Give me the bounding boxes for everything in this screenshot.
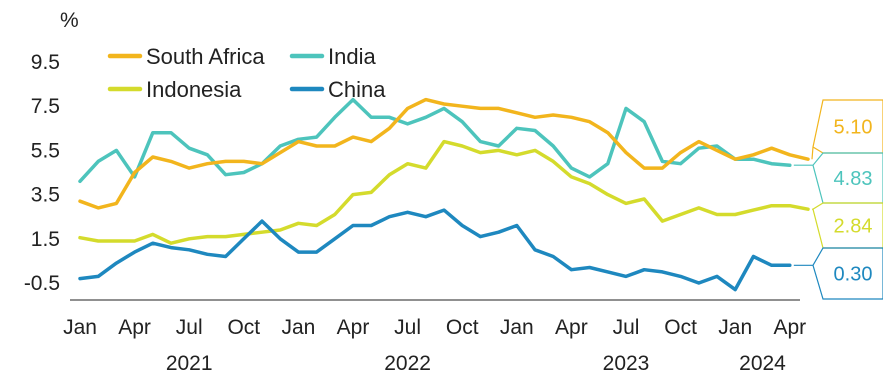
x-tick-label: Jul xyxy=(176,316,203,339)
legend-label: India xyxy=(328,44,376,69)
series-line-china xyxy=(80,210,790,290)
legend-label: China xyxy=(328,77,386,102)
callout-value: 0.30 xyxy=(834,264,873,286)
y-tick-label: 5.5 xyxy=(31,139,60,162)
year-labels: 2021 2022 2023 2024 xyxy=(166,352,786,375)
x-tick-label: Apr xyxy=(337,316,370,339)
y-axis-ticks: 9.5 7.5 5.5 3.5 1.5 -0.5 xyxy=(24,51,60,295)
y-tick-label: 7.5 xyxy=(31,95,60,118)
y-tick-label: 1.5 xyxy=(31,228,60,251)
x-tick-label: Oct xyxy=(446,316,479,339)
year-label: 2024 xyxy=(739,352,786,375)
series-line-india xyxy=(80,100,790,182)
legend-label: Indonesia xyxy=(146,77,242,102)
x-axis-ticks: Jan Apr Jul Oct Jan Apr Jul Oct Jan Apr Jul Oct Jan A… xyxy=(63,316,806,339)
legend-label: South Africa xyxy=(146,44,265,69)
series-line-south-africa xyxy=(80,100,808,208)
callout-value: 2.84 xyxy=(834,216,873,238)
x-tick-label: Jul xyxy=(394,316,421,339)
latest-value-callouts: 5.10 4.83 2.84 0.30 xyxy=(794,100,883,299)
x-tick-label: Oct xyxy=(664,316,697,339)
legend: South Africa India Indonesia China xyxy=(110,44,386,102)
y-tick-label: 3.5 xyxy=(31,184,60,207)
x-tick-label: Apr xyxy=(118,316,151,339)
x-tick-label: Apr xyxy=(555,316,588,339)
x-tick-label: Apr xyxy=(773,316,806,339)
y-tick-label: -0.5 xyxy=(24,272,60,295)
x-tick-label: Jul xyxy=(613,316,640,339)
year-label: 2023 xyxy=(603,352,650,375)
y-tick-label: 9.5 xyxy=(31,51,60,74)
y-axis-label: % xyxy=(60,9,79,32)
x-tick-label: Jan xyxy=(63,316,97,339)
x-tick-label: Jan xyxy=(500,316,534,339)
x-tick-label: Oct xyxy=(227,316,260,339)
year-label: 2021 xyxy=(166,352,213,375)
year-label: 2022 xyxy=(384,352,431,375)
callout-value: 4.83 xyxy=(834,168,873,190)
callout-value: 5.10 xyxy=(834,117,873,139)
series-line-indonesia xyxy=(80,142,808,244)
x-tick-label: Jan xyxy=(718,316,752,339)
x-tick-label: Jan xyxy=(281,316,315,339)
series-lines xyxy=(80,100,808,290)
